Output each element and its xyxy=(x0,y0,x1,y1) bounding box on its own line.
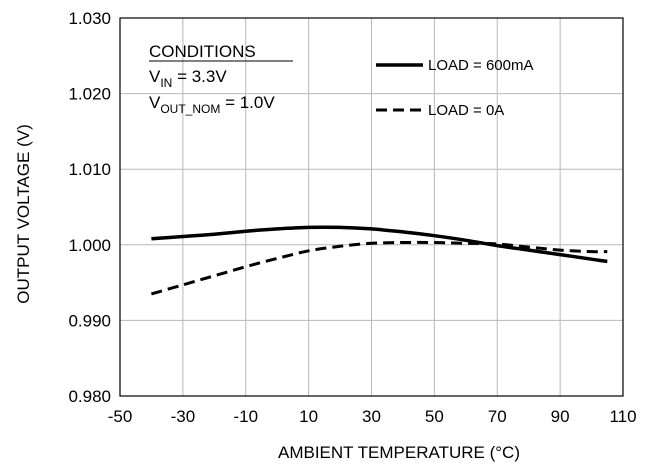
y-tick-label: 1.030 xyxy=(68,9,111,28)
conditions-heading: CONDITIONS xyxy=(149,42,256,61)
legend-label-0a: LOAD = 0A xyxy=(428,102,504,119)
x-tick-label: 110 xyxy=(609,407,636,426)
series-line-0a xyxy=(150,240,608,296)
y-tick-label: 0.980 xyxy=(68,387,111,406)
x-axis-label: AMBIENT TEMPERATURE (°C) xyxy=(278,443,520,462)
x-tick-label: -30 xyxy=(171,407,196,426)
grid xyxy=(119,17,624,397)
x-tick-label: 30 xyxy=(362,407,381,426)
x-tick-label: -10 xyxy=(233,407,258,426)
y-axis-label: OUTPUT VOLTAGE (V) xyxy=(14,124,33,303)
condition-vout-nom: VOUT_NOM = 1.0V xyxy=(149,93,275,116)
y-tick-label: 1.020 xyxy=(68,85,111,104)
series-line-600ma xyxy=(151,225,608,264)
condition-vin: VIN = 3.3V xyxy=(149,67,227,90)
x-tick-label: 10 xyxy=(299,407,318,426)
series xyxy=(150,225,608,296)
x-tick-label: 70 xyxy=(488,407,507,426)
y-tick-label: 0.990 xyxy=(68,311,111,330)
conditions-annotation: CONDITIONS VIN = 3.3V VOUT_NOM = 1.0V xyxy=(149,42,293,116)
plot-frame xyxy=(119,17,624,397)
x-tick-label: -50 xyxy=(108,407,133,426)
x-tick-label: 50 xyxy=(425,407,444,426)
y-tick-label: 1.010 xyxy=(68,160,111,179)
x-tick-label: 90 xyxy=(551,407,570,426)
y-tick-labels: 0.980 0.990 1.000 1.010 1.020 1.030 xyxy=(68,9,111,406)
legend-label-600ma: LOAD = 600mA xyxy=(428,57,533,74)
x-tick-labels: -50 -30 -10 10 30 50 70 90 110 xyxy=(108,407,637,426)
y-tick-label: 1.000 xyxy=(68,236,111,255)
legend: LOAD = 600mA LOAD = 0A xyxy=(376,57,533,119)
